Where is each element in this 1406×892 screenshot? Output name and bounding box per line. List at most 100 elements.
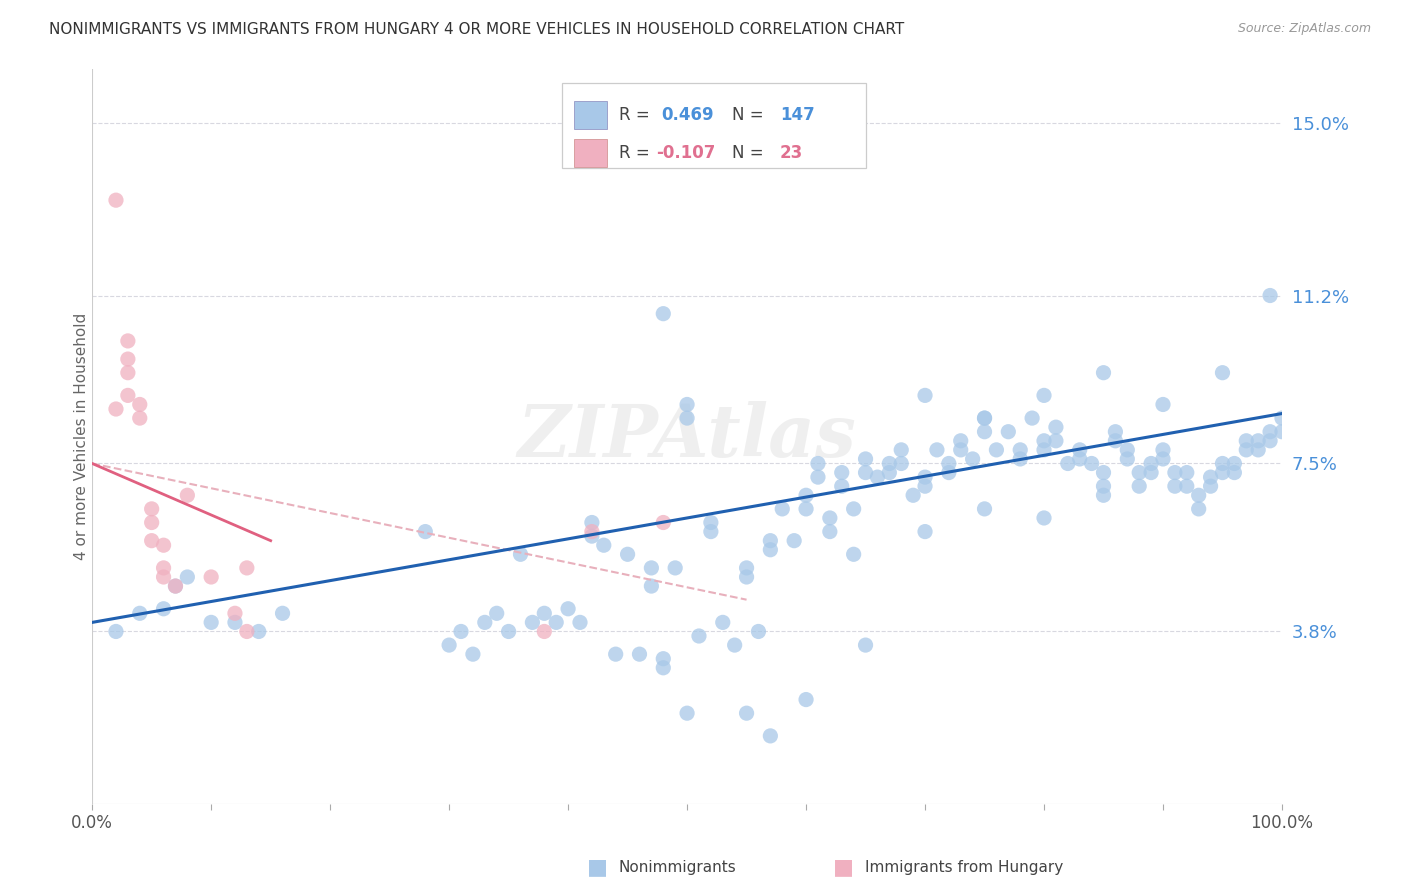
Point (1104, 425, 1126, 439)
Point (165, 579, 187, 593)
Text: 0.469: 0.469 (661, 106, 713, 124)
Point (1271, 411, 1294, 425)
Point (200, 570, 222, 584)
Point (700, 524, 723, 539)
Point (962, 452, 984, 467)
Point (176, 488, 198, 502)
Point (1152, 452, 1174, 467)
Point (141, 502, 163, 516)
Text: ZIPAtlas: ZIPAtlas (517, 401, 856, 472)
Point (461, 647, 484, 661)
FancyBboxPatch shape (574, 138, 607, 167)
Point (498, 624, 520, 639)
Point (997, 425, 1019, 439)
Point (973, 502, 995, 516)
Point (676, 397, 699, 411)
Point (866, 470, 889, 484)
Point (770, 502, 793, 516)
Point (592, 538, 614, 552)
Point (735, 570, 758, 584)
Point (949, 442, 972, 457)
Point (640, 561, 662, 575)
Point (986, 442, 1008, 457)
Point (509, 547, 531, 561)
Point (1116, 442, 1139, 457)
Point (652, 307, 675, 321)
Point (855, 452, 877, 467)
Point (1211, 466, 1233, 480)
Text: 23: 23 (780, 144, 803, 161)
Point (855, 638, 877, 652)
Point (747, 624, 769, 639)
Point (581, 529, 603, 543)
Point (117, 388, 139, 402)
Text: -0.107: -0.107 (657, 144, 716, 161)
Point (1211, 366, 1233, 380)
Point (271, 607, 294, 621)
Point (901, 488, 924, 502)
Point (1164, 466, 1187, 480)
Point (450, 624, 472, 639)
Text: R =: R = (619, 106, 655, 124)
Point (949, 434, 972, 448)
Point (1033, 388, 1056, 402)
Point (640, 579, 662, 593)
Point (117, 352, 139, 367)
Point (152, 561, 174, 575)
Point (1223, 466, 1246, 480)
Point (236, 624, 259, 639)
Point (1258, 425, 1281, 439)
Text: Nonimmigrants: Nonimmigrants (619, 860, 737, 874)
Point (1140, 457, 1163, 471)
Point (818, 511, 841, 525)
Point (973, 411, 995, 425)
Point (1247, 442, 1270, 457)
Point (1033, 442, 1056, 457)
Point (1080, 457, 1102, 471)
Point (1069, 442, 1091, 457)
Point (794, 692, 817, 706)
Point (581, 516, 603, 530)
Point (973, 425, 995, 439)
Point (104, 402, 127, 417)
Point (236, 561, 259, 575)
Point (688, 629, 710, 643)
Point (879, 466, 901, 480)
Point (117, 334, 139, 348)
Point (1033, 511, 1056, 525)
Point (224, 615, 246, 630)
Point (1045, 420, 1067, 434)
Point (1234, 434, 1257, 448)
Point (1175, 466, 1198, 480)
Point (807, 470, 830, 484)
Point (676, 706, 699, 721)
Point (224, 607, 246, 621)
Point (247, 624, 270, 639)
Point (724, 638, 747, 652)
Point (700, 516, 723, 530)
Point (759, 729, 782, 743)
Point (831, 466, 853, 480)
Point (1045, 434, 1067, 448)
Text: ■: ■ (834, 857, 853, 877)
Point (581, 524, 603, 539)
Point (938, 457, 960, 471)
Point (1199, 479, 1222, 493)
Point (890, 457, 912, 471)
Point (1211, 457, 1233, 471)
Text: ■: ■ (588, 857, 607, 877)
Text: NONIMMIGRANTS VS IMMIGRANTS FROM HUNGARY 4 OR MORE VEHICLES IN HOUSEHOLD CORRELA: NONIMMIGRANTS VS IMMIGRANTS FROM HUNGARY… (49, 22, 904, 37)
Point (628, 647, 651, 661)
Point (152, 570, 174, 584)
Point (925, 442, 948, 457)
Point (1247, 434, 1270, 448)
Point (938, 466, 960, 480)
Point (1033, 434, 1056, 448)
Text: R =: R = (619, 144, 655, 161)
Point (652, 516, 675, 530)
Text: Source: ZipAtlas.com: Source: ZipAtlas.com (1237, 22, 1371, 36)
Point (1010, 452, 1032, 467)
Text: N =: N = (733, 144, 769, 161)
Text: N =: N = (733, 106, 769, 124)
Point (546, 615, 568, 630)
